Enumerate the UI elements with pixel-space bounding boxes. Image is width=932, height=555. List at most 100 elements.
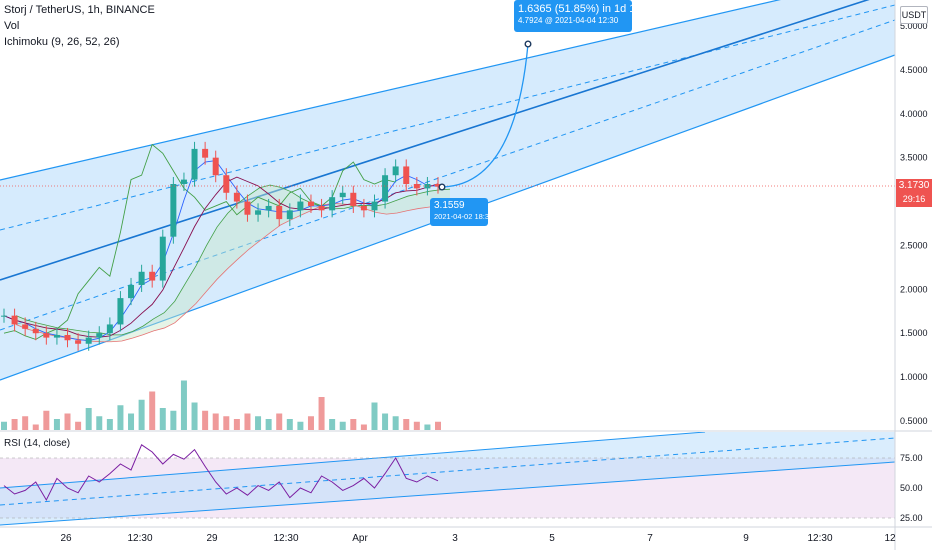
volume-bar (435, 421, 441, 430)
candle-body (329, 197, 336, 211)
currency-label[interactable]: USDT (900, 6, 928, 24)
candle-body (339, 192, 346, 198)
volume-bar (318, 397, 325, 430)
rsi-tick-label: 50.00 (900, 483, 923, 493)
candle-body (403, 166, 410, 184)
candle-body (244, 201, 251, 215)
candle-body (424, 184, 431, 189)
candle-body (85, 337, 92, 344)
volume-bar (350, 419, 357, 430)
rsi-tick-label: 75.00 (900, 453, 923, 463)
volume-bar (11, 419, 18, 430)
volume-bar (371, 402, 378, 430)
volume-bar (276, 413, 283, 430)
ichimoku-base-line (3, 176, 439, 338)
candle-body (371, 201, 378, 211)
volume-bar (43, 410, 50, 430)
volume-bar (329, 419, 336, 430)
candle-body (286, 210, 293, 220)
time-tick-label: 5 (549, 533, 555, 544)
candle-body (106, 324, 113, 334)
rsi-pane (0, 432, 895, 526)
candle-body (96, 333, 103, 338)
time-tick-label: 3 (452, 533, 458, 544)
candle-body (435, 184, 441, 187)
volume-bar (159, 408, 166, 430)
volume-bar (22, 416, 29, 430)
projection-start-point[interactable] (438, 183, 446, 191)
volume-bar (392, 416, 399, 430)
volume-bar (403, 419, 410, 430)
volume-bar (233, 419, 240, 430)
volume-bar (212, 413, 219, 430)
volume-bar (1, 421, 7, 430)
price-tick-label: 1.5000 (900, 328, 928, 338)
volume-bar (117, 405, 124, 430)
volume-bar (223, 416, 230, 430)
volume-bar (149, 391, 156, 430)
candle-body (159, 236, 166, 281)
candle-body (22, 324, 29, 329)
candle-body (170, 184, 177, 237)
volume-bar (96, 416, 103, 430)
current-price-badge: 3.1730 29:16 (896, 179, 932, 207)
start-callout-sub: 2021-04-02 18:30 (434, 212, 494, 221)
projection-end-point[interactable] (524, 40, 532, 48)
candle-body (64, 334, 71, 341)
target-callout-sub: 4.7924 @ 2021-04-04 12:30 (518, 16, 619, 25)
volume-bar (255, 416, 262, 430)
candle-body (360, 205, 367, 211)
volume-bar (64, 413, 71, 430)
target-callout[interactable]: 1.6365 (51.85%) in 1d 18h 4.7924 @ 2021-… (514, 0, 648, 32)
candle-body (53, 334, 60, 338)
ichimoku-legend[interactable]: Ichimoku (9, 26, 52, 26) (4, 36, 120, 48)
volume-bar (53, 419, 60, 430)
time-tick-label: 29 (206, 533, 218, 544)
price-tick-label: 1.0000 (900, 372, 928, 382)
candle-body (149, 271, 156, 281)
price-tick-label: 3.5000 (900, 153, 928, 163)
candle-body (212, 157, 219, 176)
candle-body (32, 328, 39, 334)
time-tick-label: 12:30 (127, 533, 152, 544)
volume-bar (360, 424, 367, 430)
time-tick-label: 12:30 (273, 533, 298, 544)
time-tick-label: Apr (352, 533, 368, 544)
candle-body (11, 315, 18, 325)
parallel-channel[interactable] (0, 0, 895, 381)
candle-body (223, 175, 230, 193)
volume-bars (1, 380, 441, 430)
start-callout[interactable]: 3.1559 2021-04-02 18:30 (430, 198, 494, 226)
candle-body (276, 205, 283, 220)
candle-body (191, 148, 198, 180)
vol-legend[interactable]: Vol (4, 20, 20, 32)
candle-body (265, 205, 272, 211)
rsi-line (3, 444, 439, 502)
time-axis[interactable]: 26 12:30 29 12:30 Apr 3 5 7 9 12:30 12 (60, 533, 896, 544)
price-axis[interactable]: 5.00004.50004.00003.50003.00002.50002.00… (900, 21, 928, 426)
price-candles (1, 141, 441, 351)
volume-bar (180, 380, 187, 430)
volume-bar (339, 421, 346, 430)
price-tick-label: 0.5000 (900, 416, 928, 426)
candle-body (413, 184, 420, 189)
symbol-legend[interactable]: Storj / TetherUS, 1h, BINANCE (4, 4, 155, 16)
rsi-tick-label: 25.00 (900, 513, 923, 523)
candle-body (307, 201, 314, 206)
candle-body (138, 271, 145, 285)
candle-body (318, 205, 325, 211)
volume-bar (32, 424, 39, 430)
volume-bar (202, 410, 209, 430)
candle-body (128, 284, 135, 299)
rsi-axis[interactable]: 75.00 50.00 25.00 (900, 453, 923, 523)
candle-body (392, 166, 399, 176)
rsi-legend[interactable]: RSI (14, close) (4, 438, 71, 449)
candle-body (350, 192, 357, 206)
volume-bar (244, 413, 251, 430)
candle-body (75, 340, 82, 344)
time-tick-label: 12 (884, 533, 896, 544)
volume-bar (170, 410, 177, 430)
projection-curve[interactable] (441, 43, 529, 188)
candle-body (202, 148, 209, 158)
